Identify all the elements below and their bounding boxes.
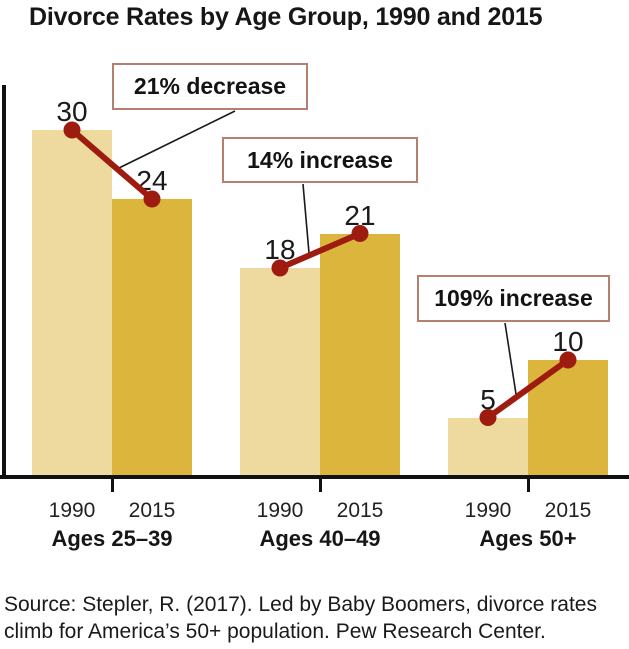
bar-1990-ages-40-49 xyxy=(240,268,320,475)
source-line-1: Source: Stepler, R. (2017). Led by Baby … xyxy=(4,593,597,616)
bar-2015-ages-40-49 xyxy=(320,233,400,475)
annotation-label: 21% decrease xyxy=(133,73,287,99)
axis-tick-ages-50 xyxy=(527,479,530,492)
chart-title: Divorce Rates by Age Group, 1990 and 201… xyxy=(29,3,543,31)
value-label-2015-ages-25-39: 24 xyxy=(136,165,168,196)
category-label-ages-25-39: Ages 25–39 xyxy=(51,526,173,551)
x-axis-line xyxy=(0,475,629,479)
source-line-2: climb for America’s 50+ population. Pew … xyxy=(4,620,546,643)
year-label-1990-ages-40-49: 1990 xyxy=(256,499,304,522)
value-label-1990-ages-25-39: 30 xyxy=(56,96,88,127)
year-label-1990-ages-25-39: 1990 xyxy=(48,499,96,522)
bar-1990-ages-50 xyxy=(448,417,528,475)
year-label-2015-ages-50: 2015 xyxy=(544,499,592,522)
year-label-1990-ages-50: 1990 xyxy=(464,499,512,522)
annotation-connector-line-ages-25-39 xyxy=(118,110,236,169)
bar-2015-ages-50 xyxy=(528,360,608,475)
value-label-2015-ages-40-49: 21 xyxy=(344,199,376,231)
annotation-label: 109% increase xyxy=(434,285,593,311)
y-axis-line xyxy=(2,85,6,479)
bar-2015-ages-25-39 xyxy=(112,199,192,475)
annotation-box-14-percent-increase: 14% increase xyxy=(222,137,418,183)
year-label-2015-ages-25-39: 2015 xyxy=(128,499,176,522)
category-label-ages-40-49: Ages 40–49 xyxy=(259,526,381,551)
value-label-2015-ages-50: 10 xyxy=(552,326,584,357)
annotation-label: 14% increase xyxy=(247,146,393,173)
axis-tick-ages-25-39 xyxy=(111,479,114,492)
source-citation: Source: Stepler, R. (2017). Led by Baby … xyxy=(4,591,624,645)
value-label-1990-ages-50: 5 xyxy=(480,383,496,415)
bar-1990-ages-25-39 xyxy=(32,130,112,475)
annotation-box-109-percent-increase: 109% increase xyxy=(417,275,610,322)
axis-tick-ages-40-49 xyxy=(319,479,322,492)
year-label-2015-ages-40-49: 2015 xyxy=(336,499,384,522)
annotation-box-21-percent-decrease: 21% decrease xyxy=(112,63,308,110)
category-label-ages-50: Ages 50+ xyxy=(479,526,577,551)
value-label-1990-ages-40-49: 18 xyxy=(264,234,296,265)
